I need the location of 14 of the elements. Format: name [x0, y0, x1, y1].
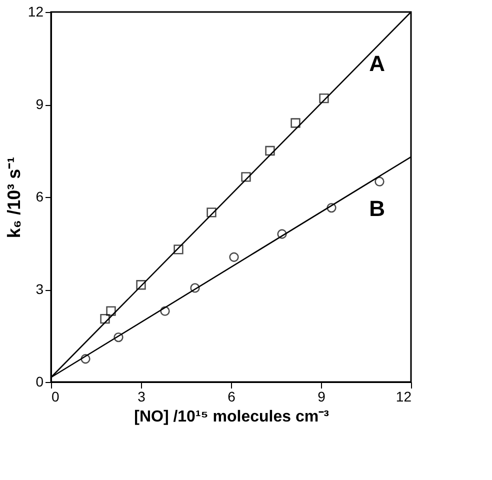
x-axis-title: [NO] /10¹⁵ molecules cm⁻³ [134, 408, 329, 426]
x-tick-label: 12 [396, 388, 412, 404]
y-tick-label: 12 [28, 4, 44, 20]
x-tick-label: 6 [228, 388, 236, 404]
x-tick-label: 9 [318, 388, 326, 404]
y-tick-label: 0 [36, 374, 44, 390]
x-tick-label: 3 [138, 388, 146, 404]
y-tick-label: 9 [36, 96, 44, 112]
y-tick-label: 6 [36, 188, 44, 204]
annotation: A [369, 51, 386, 76]
annotation: B [369, 196, 385, 221]
y-axis-title: k₆ /10³ s⁻¹ [4, 156, 24, 238]
x-tick-label: 0 [52, 388, 60, 404]
y-tick-label: 3 [36, 281, 44, 297]
